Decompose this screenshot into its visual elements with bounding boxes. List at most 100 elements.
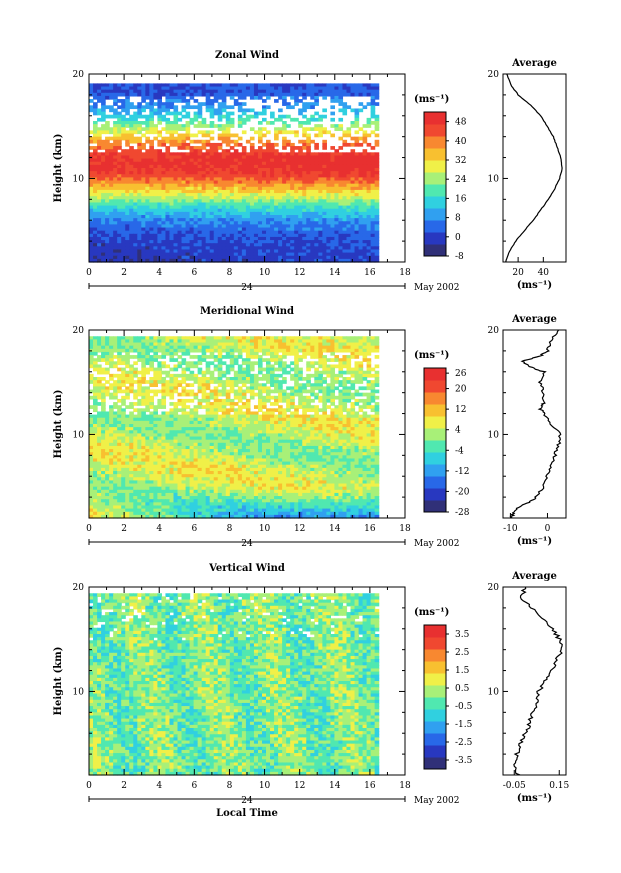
- field-cell: [370, 189, 376, 194]
- field-cell: [105, 208, 110, 213]
- field-cell: [205, 367, 211, 372]
- field-cell: [282, 351, 287, 356]
- field-cell: [129, 370, 134, 375]
- field-cell: [282, 408, 287, 413]
- field-cell: [278, 258, 283, 263]
- field-cell: [137, 243, 142, 247]
- field-cell: [266, 373, 271, 378]
- field-cell: [334, 395, 340, 400]
- field-cell: [225, 196, 231, 200]
- field-cell: [173, 105, 179, 110]
- field-cell: [173, 92, 179, 97]
- field-cell: [213, 189, 219, 194]
- field-cell: [185, 351, 191, 356]
- field-cell: [358, 155, 364, 160]
- field-cell: [358, 189, 364, 194]
- field-cell: [362, 227, 368, 232]
- field-cell: [201, 236, 207, 241]
- field-cell: [177, 227, 183, 232]
- field-cell: [338, 180, 344, 185]
- field-cell: [149, 364, 154, 369]
- field-cell: [290, 158, 295, 163]
- field-cell: [338, 389, 344, 394]
- field-cell: [161, 364, 167, 369]
- field-cell: [326, 92, 331, 97]
- field-cell: [197, 108, 203, 113]
- field-cell: [237, 171, 243, 175]
- field-cell: [201, 146, 207, 150]
- field-cell: [366, 351, 372, 356]
- field-cell: [245, 227, 251, 232]
- field-cell: [306, 398, 311, 403]
- field-cell: [133, 230, 138, 235]
- field-cell: [161, 249, 167, 254]
- field-cell: [354, 205, 360, 210]
- field-cell: [270, 380, 275, 384]
- field-cell: [201, 189, 207, 194]
- field-cell: [278, 395, 283, 400]
- field-cell: [109, 243, 114, 247]
- field-cell: [294, 342, 299, 347]
- field-cell: [278, 355, 283, 359]
- field-cell: [274, 196, 279, 200]
- field-cell: [205, 164, 211, 169]
- field-cell: [201, 339, 207, 344]
- field-cell: [173, 193, 179, 197]
- field-cell: [229, 377, 235, 381]
- field-cell: [270, 240, 275, 244]
- field-cell: [266, 142, 271, 147]
- field-cell: [342, 392, 348, 397]
- field-cell: [93, 164, 98, 169]
- field-cell: [101, 351, 106, 356]
- field-cell: [201, 392, 207, 397]
- field-cell: [306, 236, 311, 241]
- field-cell: [270, 355, 275, 359]
- field-cell: [217, 373, 223, 378]
- field-cell: [362, 152, 368, 157]
- field-cell: [350, 142, 356, 147]
- field-cell: [93, 111, 98, 116]
- field-cell: [354, 174, 360, 178]
- field-cell: [169, 246, 175, 251]
- field-cell: [93, 345, 98, 350]
- field-cell: [334, 345, 340, 350]
- field-cell: [290, 342, 295, 347]
- field-cell: [165, 136, 171, 141]
- field-cell: [298, 358, 303, 362]
- field-cell: [322, 108, 327, 113]
- field-cell: [101, 92, 106, 97]
- field-cell: [257, 361, 263, 366]
- field-cell: [314, 218, 319, 222]
- field-cell: [165, 208, 171, 213]
- field-cell: [117, 236, 122, 241]
- field-cell: [326, 89, 331, 94]
- field-cell: [270, 227, 275, 232]
- field-cell: [213, 240, 219, 244]
- field-cell: [362, 161, 368, 166]
- field-cell: [157, 221, 163, 225]
- field-cell: [121, 252, 126, 257]
- field-cell: [253, 114, 259, 119]
- field-cell: [217, 180, 223, 185]
- field-cell: [133, 136, 138, 141]
- field-cell: [209, 252, 215, 257]
- field-cell: [290, 367, 295, 372]
- field-cell: [185, 189, 191, 194]
- field-cell: [121, 342, 126, 347]
- field-cell: [189, 361, 195, 366]
- field-cell: [217, 152, 223, 157]
- field-cell: [125, 364, 130, 369]
- field-cell: [338, 127, 344, 131]
- field-cell: [290, 392, 295, 397]
- field-cell: [157, 161, 163, 166]
- field-cell: [105, 95, 110, 100]
- field-cell: [157, 130, 163, 135]
- field-cell: [298, 193, 303, 197]
- field-cell: [173, 380, 179, 384]
- field-cell: [173, 161, 179, 166]
- field-cell: [133, 164, 138, 169]
- field-cell: [354, 202, 360, 207]
- field-cell: [342, 243, 348, 247]
- field-cell: [233, 168, 239, 172]
- field-cell: [318, 174, 323, 178]
